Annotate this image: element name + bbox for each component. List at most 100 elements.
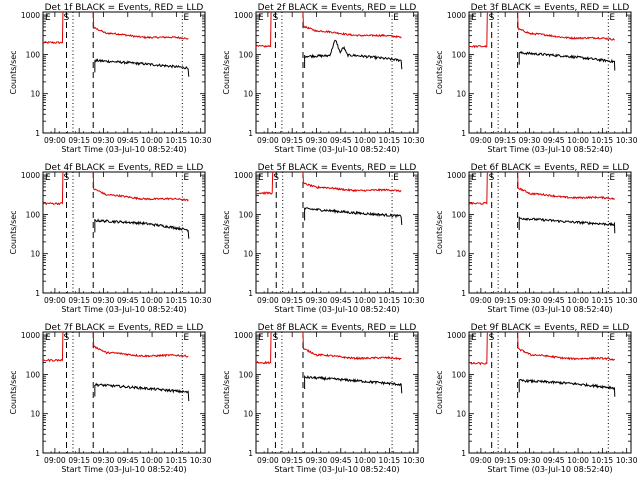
panel-det-6f: Det 6f BLACK = Events, RED = LLD 1 10 100 10… xyxy=(435,163,638,314)
y-tick-label: 1000 xyxy=(447,171,466,180)
x-tick-label: 09:30 xyxy=(93,296,115,305)
x-tick-label: 10:00 xyxy=(567,456,589,465)
y-tick-label: 100 xyxy=(26,50,41,59)
x-tick-label: 09:30 xyxy=(93,136,115,145)
panel-det-8f: Det 8f BLACK = Events, RED = LLD 1 10 100 10… xyxy=(222,323,425,474)
lld-series xyxy=(302,11,402,39)
x-tick-label: 10:00 xyxy=(141,296,163,305)
y-axis-label: Counts/sec xyxy=(222,50,231,94)
x-tick-label: 09:30 xyxy=(306,456,328,465)
plot-frame xyxy=(468,11,632,134)
lld-series xyxy=(255,171,274,196)
x-tick-label: 09:45 xyxy=(543,456,565,465)
marker-label-s: S xyxy=(489,173,495,183)
x-tick-label: 09:15 xyxy=(68,456,90,465)
x-tick-label: 09:30 xyxy=(519,456,541,465)
x-tick-label: 09:00 xyxy=(470,296,492,305)
x-tick-label: 10:00 xyxy=(141,136,163,145)
x-axis-label: Start Time (03-Jul-10 08:52:40) xyxy=(487,145,612,154)
lld-series xyxy=(255,331,272,365)
marker-label-e: E xyxy=(183,333,189,343)
x-tick-label: 10:30 xyxy=(403,296,425,305)
x-tick-label: 09:00 xyxy=(470,136,492,145)
panel-det-7f: Det 7f BLACK = Events, RED = LLD 1 10 100 10… xyxy=(9,323,212,474)
marker-label-s: S xyxy=(273,173,279,183)
lld-series xyxy=(468,171,488,205)
x-tick-label: 10:00 xyxy=(141,456,163,465)
y-tick-label: 10 xyxy=(243,90,253,99)
y-tick-label: 100 xyxy=(239,50,254,59)
y-axis-label: Counts/sec xyxy=(435,370,444,414)
marker-label-s: S xyxy=(63,13,69,23)
y-tick-label: 10 xyxy=(456,410,466,419)
x-tick-label: 10:15 xyxy=(592,456,614,465)
marker-label-s: S xyxy=(63,333,69,343)
x-tick-label: 09:45 xyxy=(543,296,565,305)
marker-label-e: E xyxy=(393,173,399,183)
marker-label-e: E xyxy=(258,13,264,23)
x-tick-label: 09:15 xyxy=(68,296,90,305)
plot-frame xyxy=(468,171,632,294)
lld-series xyxy=(42,331,64,363)
lld-series xyxy=(468,331,488,366)
x-tick-label: 10:30 xyxy=(616,136,638,145)
y-tick-label: 100 xyxy=(239,210,254,219)
x-axis-label: Start Time (03-Jul-10 08:52:40) xyxy=(274,465,399,474)
x-tick-label: 09:45 xyxy=(117,456,139,465)
panel-title: Det 5f BLACK = Events, RED = LLD xyxy=(258,163,417,173)
x-tick-label: 09:45 xyxy=(330,456,352,465)
y-tick-label: 1 xyxy=(248,289,253,298)
y-tick-label: 1000 xyxy=(234,331,253,340)
x-tick-label: 09:15 xyxy=(494,296,516,305)
y-tick-label: 1 xyxy=(248,129,253,138)
x-tick-label: 10:30 xyxy=(616,296,638,305)
lld-series xyxy=(92,331,189,358)
y-axis-label: Counts/sec xyxy=(222,210,231,254)
plot-frame xyxy=(255,11,419,134)
x-tick-label: 10:15 xyxy=(592,136,614,145)
events-series xyxy=(518,378,616,397)
x-tick-label: 09:00 xyxy=(44,456,66,465)
panel-title: Det 6f BLACK = Events, RED = LLD xyxy=(471,163,630,173)
x-tick-label: 09:00 xyxy=(470,456,492,465)
lld-series xyxy=(42,171,64,206)
y-tick-label: 10 xyxy=(30,410,40,419)
x-tick-label: 10:00 xyxy=(354,296,376,305)
y-tick-label: 100 xyxy=(239,370,254,379)
y-axis-label: Counts/sec xyxy=(222,370,231,414)
x-tick-label: 09:15 xyxy=(281,456,303,465)
x-tick-label: 09:00 xyxy=(257,136,279,145)
y-tick-label: 1 xyxy=(35,289,40,298)
x-tick-label: 09:15 xyxy=(281,136,303,145)
marker-label-e: E xyxy=(393,13,399,23)
y-axis-label: Counts/sec xyxy=(9,50,18,94)
y-tick-label: 1000 xyxy=(21,11,40,20)
marker-label-e: E xyxy=(609,13,615,23)
x-tick-label: 10:30 xyxy=(403,456,425,465)
x-tick-label: 09:30 xyxy=(306,136,328,145)
panel-det-1f: Det 1f BLACK = Events, RED = LLD 1 10 100 10… xyxy=(9,3,212,154)
x-tick-label: 10:15 xyxy=(166,456,188,465)
y-axis-label: Counts/sec xyxy=(9,370,18,414)
marker-label-e: E xyxy=(45,173,51,183)
plot-frame xyxy=(42,11,206,134)
x-tick-label: 09:15 xyxy=(281,296,303,305)
lld-series xyxy=(517,171,615,200)
x-tick-label: 09:15 xyxy=(494,136,516,145)
marker-label-e: E xyxy=(45,333,51,343)
marker-label-e: E xyxy=(471,333,477,343)
panel-title: Det 7f BLACK = Events, RED = LLD xyxy=(45,323,204,333)
y-tick-label: 1000 xyxy=(21,171,40,180)
y-axis-label: Counts/sec xyxy=(9,210,18,254)
plot-frame xyxy=(255,331,419,454)
marker-label-e: E xyxy=(258,333,264,343)
x-tick-label: 10:30 xyxy=(190,296,212,305)
x-tick-label: 10:30 xyxy=(616,456,638,465)
x-tick-label: 09:30 xyxy=(519,296,541,305)
lld-series xyxy=(92,11,189,40)
y-tick-label: 10 xyxy=(456,250,466,259)
x-tick-label: 10:15 xyxy=(166,136,188,145)
x-tick-label: 09:00 xyxy=(44,296,66,305)
panel-det-4f: Det 4f BLACK = Events, RED = LLD 1 10 100 10… xyxy=(9,163,212,314)
lld-series xyxy=(42,11,64,45)
